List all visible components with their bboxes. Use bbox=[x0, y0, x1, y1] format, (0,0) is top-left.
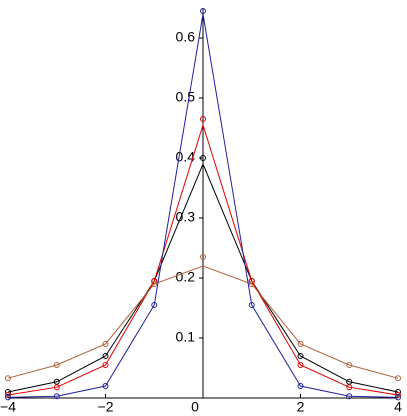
y-tick-label: 0.3 bbox=[176, 209, 196, 225]
point bbox=[102, 383, 109, 389]
point bbox=[297, 362, 304, 368]
point bbox=[200, 254, 206, 260]
x-tick-label: −4 bbox=[0, 399, 16, 415]
point bbox=[151, 281, 158, 287]
series-line bbox=[7, 123, 399, 396]
point bbox=[53, 362, 60, 368]
point bbox=[297, 353, 304, 359]
y-tick-label: 0.4 bbox=[176, 149, 196, 165]
y-tick-label: 0.6 bbox=[176, 29, 196, 45]
point bbox=[395, 375, 401, 382]
point bbox=[248, 302, 255, 308]
point bbox=[5, 375, 11, 382]
point bbox=[346, 384, 353, 391]
point bbox=[200, 155, 206, 161]
point bbox=[102, 353, 109, 359]
x-tick-label: 4 bbox=[394, 399, 402, 415]
point bbox=[346, 362, 353, 368]
point bbox=[200, 116, 206, 122]
y-tick-label: 0.2 bbox=[176, 269, 196, 285]
series-line bbox=[7, 162, 399, 393]
y-tick-label: 0.1 bbox=[176, 329, 196, 345]
point bbox=[53, 393, 60, 400]
x-tick-label: 0 bbox=[191, 399, 199, 415]
point bbox=[102, 362, 109, 368]
x-tick-label: −2 bbox=[98, 399, 114, 415]
point bbox=[151, 302, 158, 308]
point bbox=[53, 384, 60, 391]
x-tick-label: 2 bbox=[297, 399, 305, 415]
point bbox=[248, 281, 255, 287]
y-tick-label: 0.5 bbox=[176, 89, 196, 105]
point bbox=[297, 383, 304, 389]
point bbox=[346, 393, 353, 400]
point bbox=[200, 8, 206, 14]
point bbox=[395, 394, 401, 401]
series-line bbox=[7, 265, 399, 379]
point bbox=[5, 392, 11, 398]
point bbox=[102, 341, 109, 347]
point bbox=[297, 341, 304, 347]
point bbox=[5, 394, 11, 401]
point bbox=[395, 392, 401, 398]
